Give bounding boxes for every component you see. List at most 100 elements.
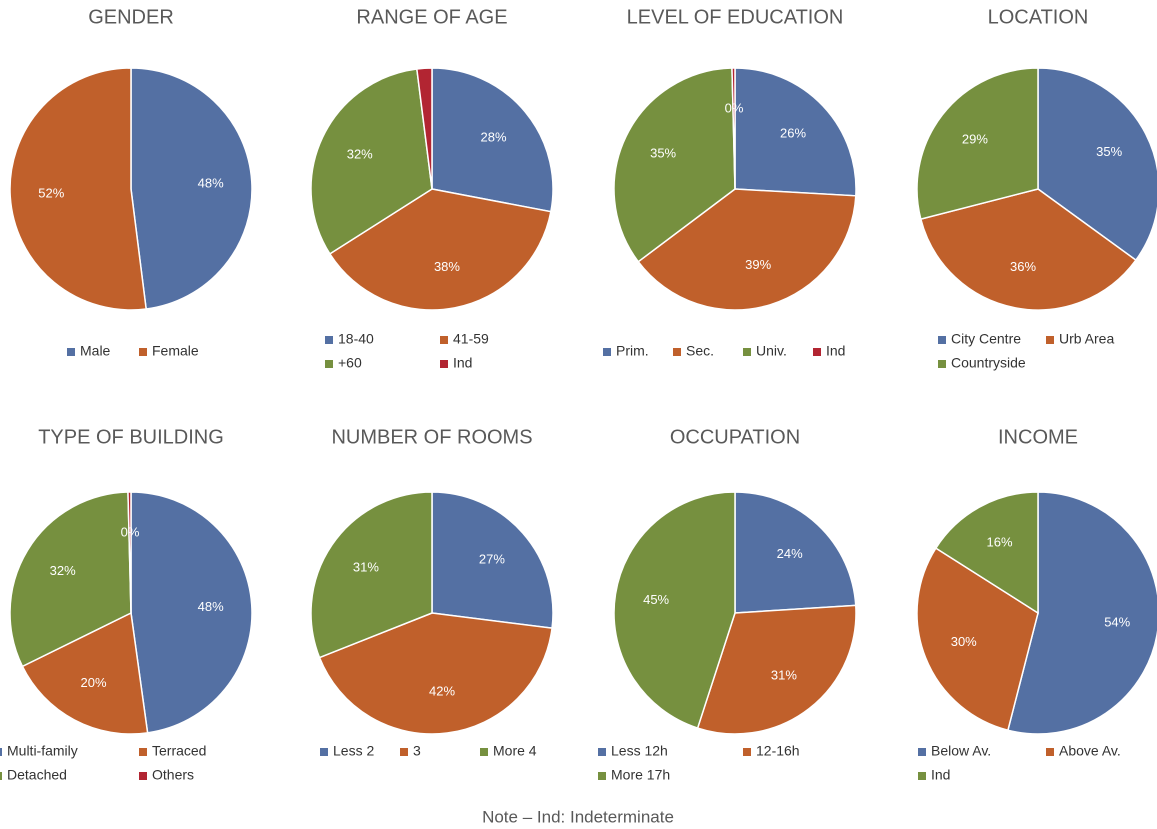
legend-label: Ind (931, 767, 950, 783)
legend-label: Others (152, 767, 194, 783)
pie-slice (431, 67, 554, 213)
pie-slice (130, 67, 253, 310)
legend-label: Multi-family (7, 743, 78, 759)
slice-label: 45% (643, 592, 669, 607)
legend-swatch (480, 748, 488, 756)
pie-slice (9, 491, 132, 668)
pie-slice (1037, 67, 1157, 262)
legend-swatch (325, 336, 333, 344)
legend-swatch (918, 772, 926, 780)
chart-title: RANGE OF AGE (356, 6, 507, 28)
pie-slice (130, 491, 253, 734)
legend-label: Below Av. (931, 743, 991, 759)
legend-label: Urb Area (1059, 331, 1114, 347)
legend-label: Less 12h (611, 743, 668, 759)
legend-swatch (139, 348, 147, 356)
slice-label: 30% (951, 634, 977, 649)
legend-swatch (440, 336, 448, 344)
slice-label: 16% (987, 534, 1013, 549)
pie-slice (9, 67, 148, 311)
legend-swatch (598, 772, 606, 780)
legend-swatch (0, 748, 2, 756)
legend-swatch (743, 748, 751, 756)
legend-swatch (1046, 748, 1054, 756)
legend-swatch (673, 348, 681, 356)
legend-label: Above Av. (1059, 743, 1121, 759)
legend-swatch (1046, 336, 1054, 344)
legend-label: Ind (453, 355, 472, 371)
legend-swatch (918, 748, 926, 756)
pie-slice (127, 491, 132, 614)
legend-swatch (67, 348, 75, 356)
pie-slice (431, 491, 554, 630)
legend-swatch (603, 348, 611, 356)
chart-title: TYPE OF BUILDING (38, 426, 224, 448)
legend-swatch (320, 748, 328, 756)
slice-label: 26% (780, 126, 806, 141)
legend-label: Less 2 (333, 743, 374, 759)
pie-slice (696, 604, 857, 735)
legend-label: Prim. (616, 343, 649, 359)
legend-swatch (440, 360, 448, 368)
legend-label: Terraced (152, 743, 206, 759)
slice-label: 20% (81, 675, 107, 690)
slice-label: 32% (347, 146, 373, 161)
chart-title: LEVEL OF EDUCATION (627, 6, 844, 28)
pie-slice (916, 67, 1039, 221)
pie-slice (613, 491, 736, 730)
legend-label: Ind (826, 343, 845, 359)
slice-label: 24% (777, 546, 803, 561)
legend-swatch (938, 336, 946, 344)
note: Note – Ind: Indeterminate (482, 807, 674, 826)
legend-label: Detached (7, 767, 67, 783)
pie-slice (415, 67, 433, 190)
pie-slice (310, 491, 433, 659)
slice-label: 29% (962, 131, 988, 146)
legend-label: More 4 (493, 743, 537, 759)
legend-swatch (743, 348, 751, 356)
legend-label: Countryside (951, 355, 1026, 371)
legend-label: 3 (413, 743, 421, 759)
legend-swatch (400, 748, 408, 756)
pie-slice (1006, 491, 1157, 735)
slice-label: 38% (434, 259, 460, 274)
slice-label: 48% (198, 175, 224, 190)
slice-label: 36% (1010, 259, 1036, 274)
slice-label: 35% (650, 146, 676, 161)
slice-label: 52% (38, 185, 64, 200)
pie-slice (318, 612, 553, 735)
slice-label: 35% (1096, 144, 1122, 159)
pie-slice (731, 67, 736, 190)
legend-label: +60 (338, 355, 362, 371)
pie-slice (919, 188, 1137, 311)
pie-slice (734, 491, 857, 614)
slice-label: 0% (725, 101, 744, 116)
chart-title: OCCUPATION (670, 426, 800, 448)
legend-label: Sec. (686, 343, 714, 359)
chart-title: GENDER (88, 6, 174, 28)
slice-label: 48% (198, 599, 224, 614)
legend-label: More 17h (611, 767, 670, 783)
legend-swatch (139, 772, 147, 780)
chart-title: INCOME (998, 426, 1078, 448)
pie-slice (734, 67, 857, 197)
pie-slice (310, 68, 433, 255)
chart-title: NUMBER OF ROOMS (331, 426, 532, 448)
legend-swatch (325, 360, 333, 368)
chart-title: LOCATION (988, 6, 1089, 28)
pie-slice (916, 547, 1039, 732)
legend-label: 12-16h (756, 743, 800, 759)
slice-label: 28% (481, 130, 507, 145)
slice-label: 32% (50, 563, 76, 578)
slice-label: 27% (479, 552, 505, 567)
slice-label: 42% (429, 684, 455, 699)
legend-label: Univ. (756, 343, 787, 359)
slice-label: 39% (745, 257, 771, 272)
legend-label: Male (80, 343, 111, 359)
slice-label: 54% (1104, 614, 1130, 629)
slice-label: 31% (353, 560, 379, 575)
legend-label: City Centre (951, 331, 1021, 347)
pie-slice (21, 611, 149, 735)
pie-slice (934, 491, 1039, 615)
